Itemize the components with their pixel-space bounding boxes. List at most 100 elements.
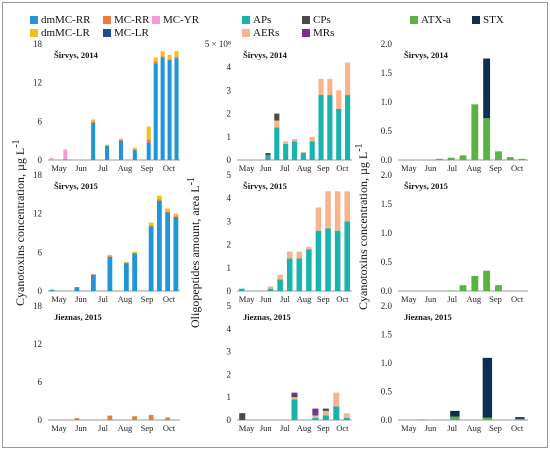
y-tick-label: 2.0 [381,170,393,180]
x-tick-label: Oct [336,423,349,433]
bar-segment-dmmc-rr [74,419,80,421]
y-tick-label: 2.0 [381,301,393,311]
y-tick-label: 2.0 [381,39,393,49]
legend-item-stx: STX [472,14,504,26]
bar-segment-atx-a [495,285,502,291]
bar-segment-aers [345,62,351,96]
bar-segment-mc-rr [148,225,154,227]
x-tick-label: Jul [280,163,291,173]
bar-segment-dmmc-rr [148,419,154,421]
bar-segment-aps [274,127,280,160]
bar-segment-mc-rr [107,256,113,257]
bar-segment-aps [315,230,322,291]
legend-label: dmMC-LR [41,27,90,39]
bar-segment-aps [312,417,319,420]
x-tick-label: May [51,163,67,173]
panel-title: Širvys, 2014 [404,50,449,60]
legend-item-mc-rr: MC-RR [103,14,149,26]
y-tick-label: 1.0 [381,358,393,368]
x-tick-label: Sep [141,163,154,173]
bar-segment-dmmc-rr [105,145,110,160]
bar-segment-mc-rr [156,199,162,201]
x-tick-label: Aug [467,163,482,173]
x-tick-label: Oct [336,163,349,173]
x-tick-label: Aug [467,423,482,433]
legend-item-dmmc-lr: dmMC-LR [30,27,90,39]
x-tick-label: Aug [118,163,133,173]
bar-segment-dmmc-lr [91,119,96,122]
bar-segment-dmmc-rr [167,60,172,160]
y-tick-label: 2 [227,240,232,250]
x-tick-label: Jul [280,423,291,433]
bar-segment-cps [265,153,271,156]
x-tick-label: Jun [75,163,88,173]
panel-title: Jieznas, 2015 [243,312,291,322]
bar-segment-atx-a [482,417,493,420]
bar-segment-aers [318,78,324,96]
bar-segment-aps [318,95,324,160]
x-tick-label: Jun [260,423,273,433]
legend-label: APs [253,14,272,26]
bar-segment-atx-a [459,155,467,160]
panel-title: Širvys, 2015 [54,181,98,191]
x-tick-label: Oct [163,163,176,173]
bar-segment-dmmc-lr [123,262,129,263]
x-tick-label: Jul [98,163,109,173]
bar-segment-stx [515,417,525,419]
x-tick-label: Jul [98,294,109,304]
x-tick-label: Aug [297,423,312,433]
bar-segment-aps [291,399,298,420]
x-tick-label: Sep [317,423,330,433]
legend-swatch [472,16,480,24]
bar-segment-dmmc-rr [118,140,123,160]
y-tick-label: 1.0 [381,228,393,238]
bar-segment-dmmc-rr [153,63,158,161]
x-tick-label: May [401,163,417,173]
y-tick-label: 4 [227,193,232,203]
bar-segment-atx-a [450,416,460,420]
y-tick-label: 0.5 [381,387,393,397]
y-tick-label: 0 [38,286,43,296]
bar-segment-dmmc-lr [146,126,151,140]
legend-swatch [242,29,250,37]
x-tick-label: Jun [425,423,438,433]
bar-segment-dmmc-rr [174,58,179,160]
bar-segment-atx-a [495,151,502,160]
x-tick-label: Aug [467,294,482,304]
y-tick-label: 4 [227,62,232,72]
x-tick-label: Oct [511,294,524,304]
panel-title: Jieznas, 2015 [404,312,452,322]
bar-segment-aps [325,228,331,291]
legend-label: MC-RR [114,14,150,26]
bar-segment-dmmc-rr [107,419,113,421]
bar-segment-atx-a [447,290,455,292]
y-tick-label: 6 [38,377,43,387]
bar-segment-dmmc-lr [167,54,172,60]
bar-segment-atx-a [518,158,526,160]
x-tick-label: May [401,423,417,433]
y-tick-label: 0.5 [381,257,393,267]
legend-swatch [410,16,418,24]
bar-segment-dmmc-rr [173,216,179,291]
legend-item-mc-lr: MC-LR [103,27,149,39]
panel-title: Širvys, 2015 [404,181,448,191]
x-tick-label: Aug [118,294,133,304]
bar-segment-dmmc-lr [132,147,137,150]
legend-swatch [152,16,160,24]
bar-segment-aps [296,258,303,291]
x-tick-label: Aug [118,423,133,433]
bar-segment-mc-rr [74,418,80,420]
bar-segment-mc-rr [132,252,138,254]
legend-item-mrs: MRs [302,27,334,39]
bar-segment-mc-rr [165,417,171,420]
y-tick-label: 18 [33,39,43,49]
x-tick-label: Aug [297,163,312,173]
bar-segment-mc-rr [146,139,151,143]
panel-title: Širvys, 2014 [243,50,288,60]
bar-segment-dmmc-lr [173,213,179,217]
y-tick-label: 18 [33,170,43,180]
bar-segment-dmmc-lr [118,138,123,141]
x-tick-label: Sep [489,294,502,304]
